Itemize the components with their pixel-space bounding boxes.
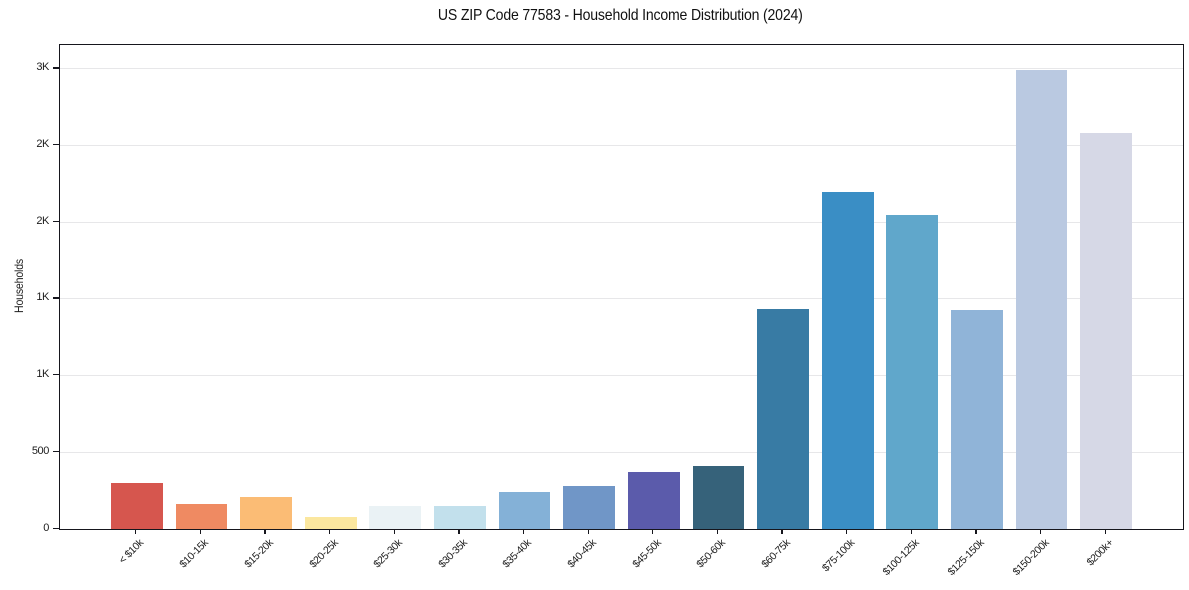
- bar-$30-35k: [434, 506, 486, 529]
- y-axis-label-text: Households: [12, 258, 26, 314]
- y-tick-mark-1000: [53, 374, 59, 376]
- x-tick-mark-$150-200k: [1039, 529, 1042, 535]
- x-tick-mark-< $10k: [135, 529, 137, 535]
- x-tick-mark-$40-45k: [587, 529, 589, 535]
- gridline-1500: [60, 298, 1183, 300]
- bar-< $10k: [110, 483, 163, 529]
- bar-$60-75k: [757, 308, 809, 529]
- bar-$100-125k: [886, 214, 939, 529]
- x-tick-mark-$45-50k: [652, 529, 654, 535]
- x-tick-mark-$200k+: [1104, 529, 1106, 535]
- y-tick-label-2000: 2K: [36, 214, 49, 227]
- bar-$25-30k: [369, 505, 422, 529]
- y-tick-mark-3000: [53, 67, 59, 69]
- x-tick-label-$150-200k: $150-200k: [1010, 537, 1052, 579]
- bar-$125-150k: [951, 309, 1003, 529]
- x-tick-mark-$60-75k: [781, 529, 783, 535]
- y-axis-label: Households: [12, 255, 26, 316]
- gridline-3000: [60, 68, 1183, 70]
- x-tick-mark-$50-60k: [716, 529, 719, 535]
- x-tick-mark-$10-15k: [199, 529, 202, 535]
- x-tick-mark-$75-100k: [846, 529, 848, 535]
- y-tick-mark-0: [53, 527, 59, 529]
- x-tick-mark-$20-25k: [329, 529, 331, 535]
- x-tick-label-$30-35k: $30-35k: [436, 537, 470, 571]
- gridline-500: [60, 451, 1183, 453]
- y-tick-label-1000: 1K: [36, 368, 49, 381]
- bar-$35-40k: [498, 492, 551, 529]
- x-tick-label-$25-30k: $25-30k: [371, 537, 405, 571]
- x-tick-mark-$30-35k: [458, 529, 460, 535]
- y-tick-mark-2500: [53, 143, 59, 146]
- bar-$150-200k: [1015, 70, 1068, 529]
- x-tick-label-$200k+: $200k+: [1084, 537, 1116, 569]
- y-tick-label-2500: 2K: [36, 137, 49, 150]
- x-tick-mark-$15-20k: [264, 529, 266, 535]
- x-tick-label-$60-75k: $60-75k: [759, 537, 793, 571]
- bar-$10-15k: [175, 504, 228, 529]
- bar-$40-45k: [563, 486, 616, 529]
- x-tick-mark-$100-125k: [910, 529, 912, 535]
- x-tick-label-$45-50k: $45-50k: [629, 537, 664, 571]
- x-tick-label-$35-40k: $35-40k: [500, 537, 535, 571]
- gridline-2500: [60, 144, 1183, 146]
- chart-title-text: US ZIP Code 77583 - Household Income Dis…: [438, 7, 803, 24]
- y-tick-mark-1500: [53, 297, 59, 299]
- plot-area: [59, 44, 1184, 530]
- gridline-1000: [60, 375, 1183, 377]
- x-tick-label-$100-125k: $100-125k: [880, 537, 922, 579]
- bar-$15-20k: [240, 497, 292, 529]
- x-tick-mark-$25-30k: [393, 529, 395, 535]
- x-tick-label-$50-60k: $50-60k: [694, 537, 728, 571]
- bar-$45-50k: [627, 471, 680, 529]
- x-tick-mark-$35-40k: [522, 529, 525, 535]
- y-tick-label-500: 500: [31, 444, 50, 457]
- x-tick-label-$75-100k: $75-100k: [819, 537, 858, 575]
- x-tick-label-$20-25k: $20-25k: [306, 537, 341, 571]
- bar-$20-25k: [304, 517, 357, 529]
- bar-$50-60k: [692, 466, 745, 529]
- x-tick-label-$10-15k: $10-15k: [177, 537, 211, 571]
- y-tick-mark-500: [53, 450, 59, 453]
- bar-$75-100k: [821, 191, 874, 529]
- x-tick-label-$125-150k: $125-150k: [945, 537, 987, 579]
- gridline-2000: [60, 221, 1183, 223]
- y-tick-label-1500: 1K: [36, 291, 49, 304]
- x-tick-label-$40-45k: $40-45k: [565, 537, 599, 571]
- bar-$200k+: [1080, 133, 1133, 529]
- x-tick-mark-$125-150k: [975, 529, 977, 535]
- y-tick-label-0: 0: [43, 521, 49, 534]
- chart-title: US ZIP Code 77583 - Household Income Dis…: [59, 7, 1182, 25]
- y-tick-label-3000: 3K: [36, 61, 49, 74]
- x-tick-label-< $10k: < $10k: [117, 537, 147, 567]
- x-tick-label-$15-20k: $15-20k: [242, 537, 276, 571]
- y-tick-mark-2000: [53, 220, 59, 222]
